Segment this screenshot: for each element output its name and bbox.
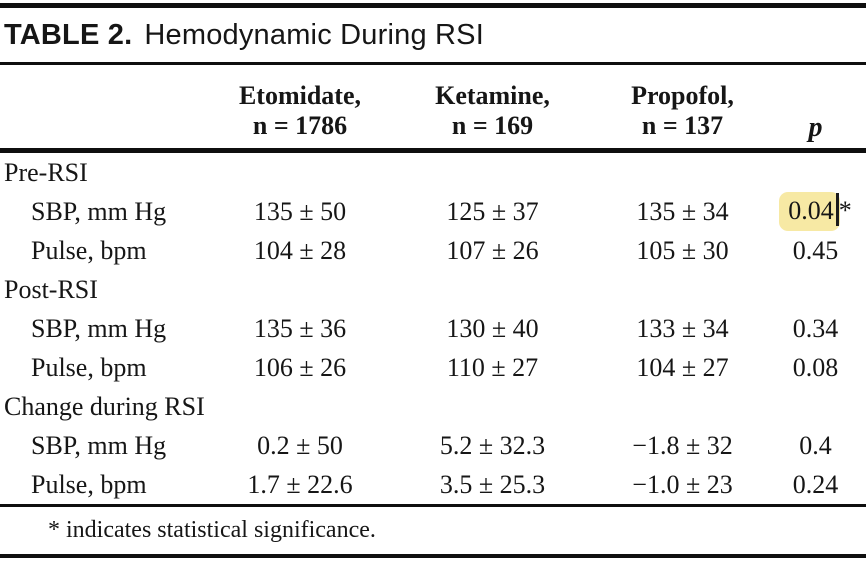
etomidate-value: 0.2 ± 50: [257, 430, 343, 460]
row-label: Pulse, bpm: [31, 235, 147, 265]
column-header-ketamine: Ketamine, n = 169: [385, 65, 600, 151]
p-value-text: 0.04: [788, 196, 834, 225]
propofol-value: 104 ± 27: [636, 352, 729, 382]
section-row-pre-rsi: Pre-RSI: [0, 151, 866, 193]
row-label: SBP, mm Hg: [31, 196, 167, 226]
text-caret: [835, 193, 839, 226]
p-value: 0.24: [792, 469, 839, 499]
etomidate-value: 1.7 ± 22.6: [247, 469, 353, 499]
table-row: SBP, mm Hg 135 ± 36 130 ± 40 133 ± 34 0.…: [0, 309, 866, 348]
hemodynamic-table: Etomidate, n = 1786 Ketamine, n = 169 Pr…: [0, 65, 866, 507]
column-header-etomidate: Etomidate, n = 1786: [215, 65, 385, 151]
etomidate-value: 135 ± 50: [253, 196, 347, 226]
table-title-text: Hemodynamic During RSI: [144, 18, 484, 51]
p-value: 0.4: [799, 430, 832, 460]
table-title: TABLE 2. Hemodynamic During RSI: [0, 8, 866, 62]
section-label: Pre-RSI: [4, 157, 88, 187]
etomidate-n: n = 1786: [252, 111, 348, 140]
etomidate-value: 135 ± 36: [253, 313, 347, 343]
p-value: 0.34: [792, 313, 839, 343]
table-row: SBP, mm Hg 0.2 ± 50 5.2 ± 32.3 −1.8 ± 32…: [0, 426, 866, 465]
table-row: Pulse, bpm 104 ± 28 107 ± 26 105 ± 30 0.…: [0, 231, 866, 270]
section-row-change-during-rsi: Change during RSI: [0, 387, 866, 426]
ketamine-name: Ketamine,: [435, 81, 550, 110]
p-value: 0.08: [792, 352, 839, 382]
top-rule: [0, 3, 866, 8]
bottom-rule: [0, 554, 866, 558]
propofol-name: Propofol,: [631, 81, 734, 110]
ketamine-value: 3.5 ± 25.3: [439, 469, 546, 499]
highlighted-p-value[interactable]: 0.04: [779, 192, 840, 231]
row-label: Pulse, bpm: [31, 469, 147, 499]
ketamine-value: 107 ± 26: [446, 235, 539, 265]
section-row-post-rsi: Post-RSI: [0, 270, 866, 309]
ketamine-n: n = 169: [451, 111, 534, 140]
propofol-value: 133 ± 34: [636, 313, 729, 343]
row-label: Pulse, bpm: [31, 352, 147, 382]
etomidate-name: Etomidate,: [238, 81, 362, 110]
row-label: SBP, mm Hg: [31, 430, 167, 460]
table-footnote: * indicates statistical significance.: [48, 517, 376, 543]
ketamine-value: 110 ± 27: [446, 352, 539, 382]
propofol-value: −1.0 ± 23: [632, 469, 733, 499]
title-rule: [0, 62, 866, 65]
table-row: SBP, mm Hg 135 ± 50 125 ± 37 135 ± 34 0.…: [0, 192, 866, 231]
table-row: Pulse, bpm 106 ± 26 110 ± 27 104 ± 27 0.…: [0, 348, 866, 387]
column-header-propofol: Propofol, n = 137: [600, 65, 765, 151]
empty-header-cell: [0, 65, 215, 151]
propofol-n: n = 137: [641, 111, 724, 140]
column-header-p: p: [808, 112, 823, 143]
etomidate-value: 104 ± 28: [253, 235, 347, 265]
ketamine-value: 5.2 ± 32.3: [439, 430, 546, 460]
header-row: Etomidate, n = 1786 Ketamine, n = 169 Pr…: [0, 65, 866, 151]
p-value-cell: 0.04 *: [765, 192, 866, 231]
significance-asterisk: *: [838, 196, 852, 225]
p-value: 0.45: [792, 235, 839, 265]
table-row: Pulse, bpm 1.7 ± 22.6 3.5 ± 25.3 −1.0 ± …: [0, 465, 866, 506]
propofol-value: 105 ± 30: [636, 235, 729, 265]
ketamine-value: 130 ± 40: [446, 313, 539, 343]
section-label: Change during RSI: [4, 391, 205, 421]
propofol-value: −1.8 ± 32: [632, 430, 733, 460]
row-label: SBP, mm Hg: [31, 313, 167, 343]
section-label: Post-RSI: [4, 274, 98, 304]
etomidate-value: 106 ± 26: [253, 352, 347, 382]
propofol-value: 135 ± 34: [636, 196, 729, 226]
ketamine-value: 125 ± 37: [446, 196, 539, 226]
table-number-label: TABLE 2.: [4, 18, 133, 51]
